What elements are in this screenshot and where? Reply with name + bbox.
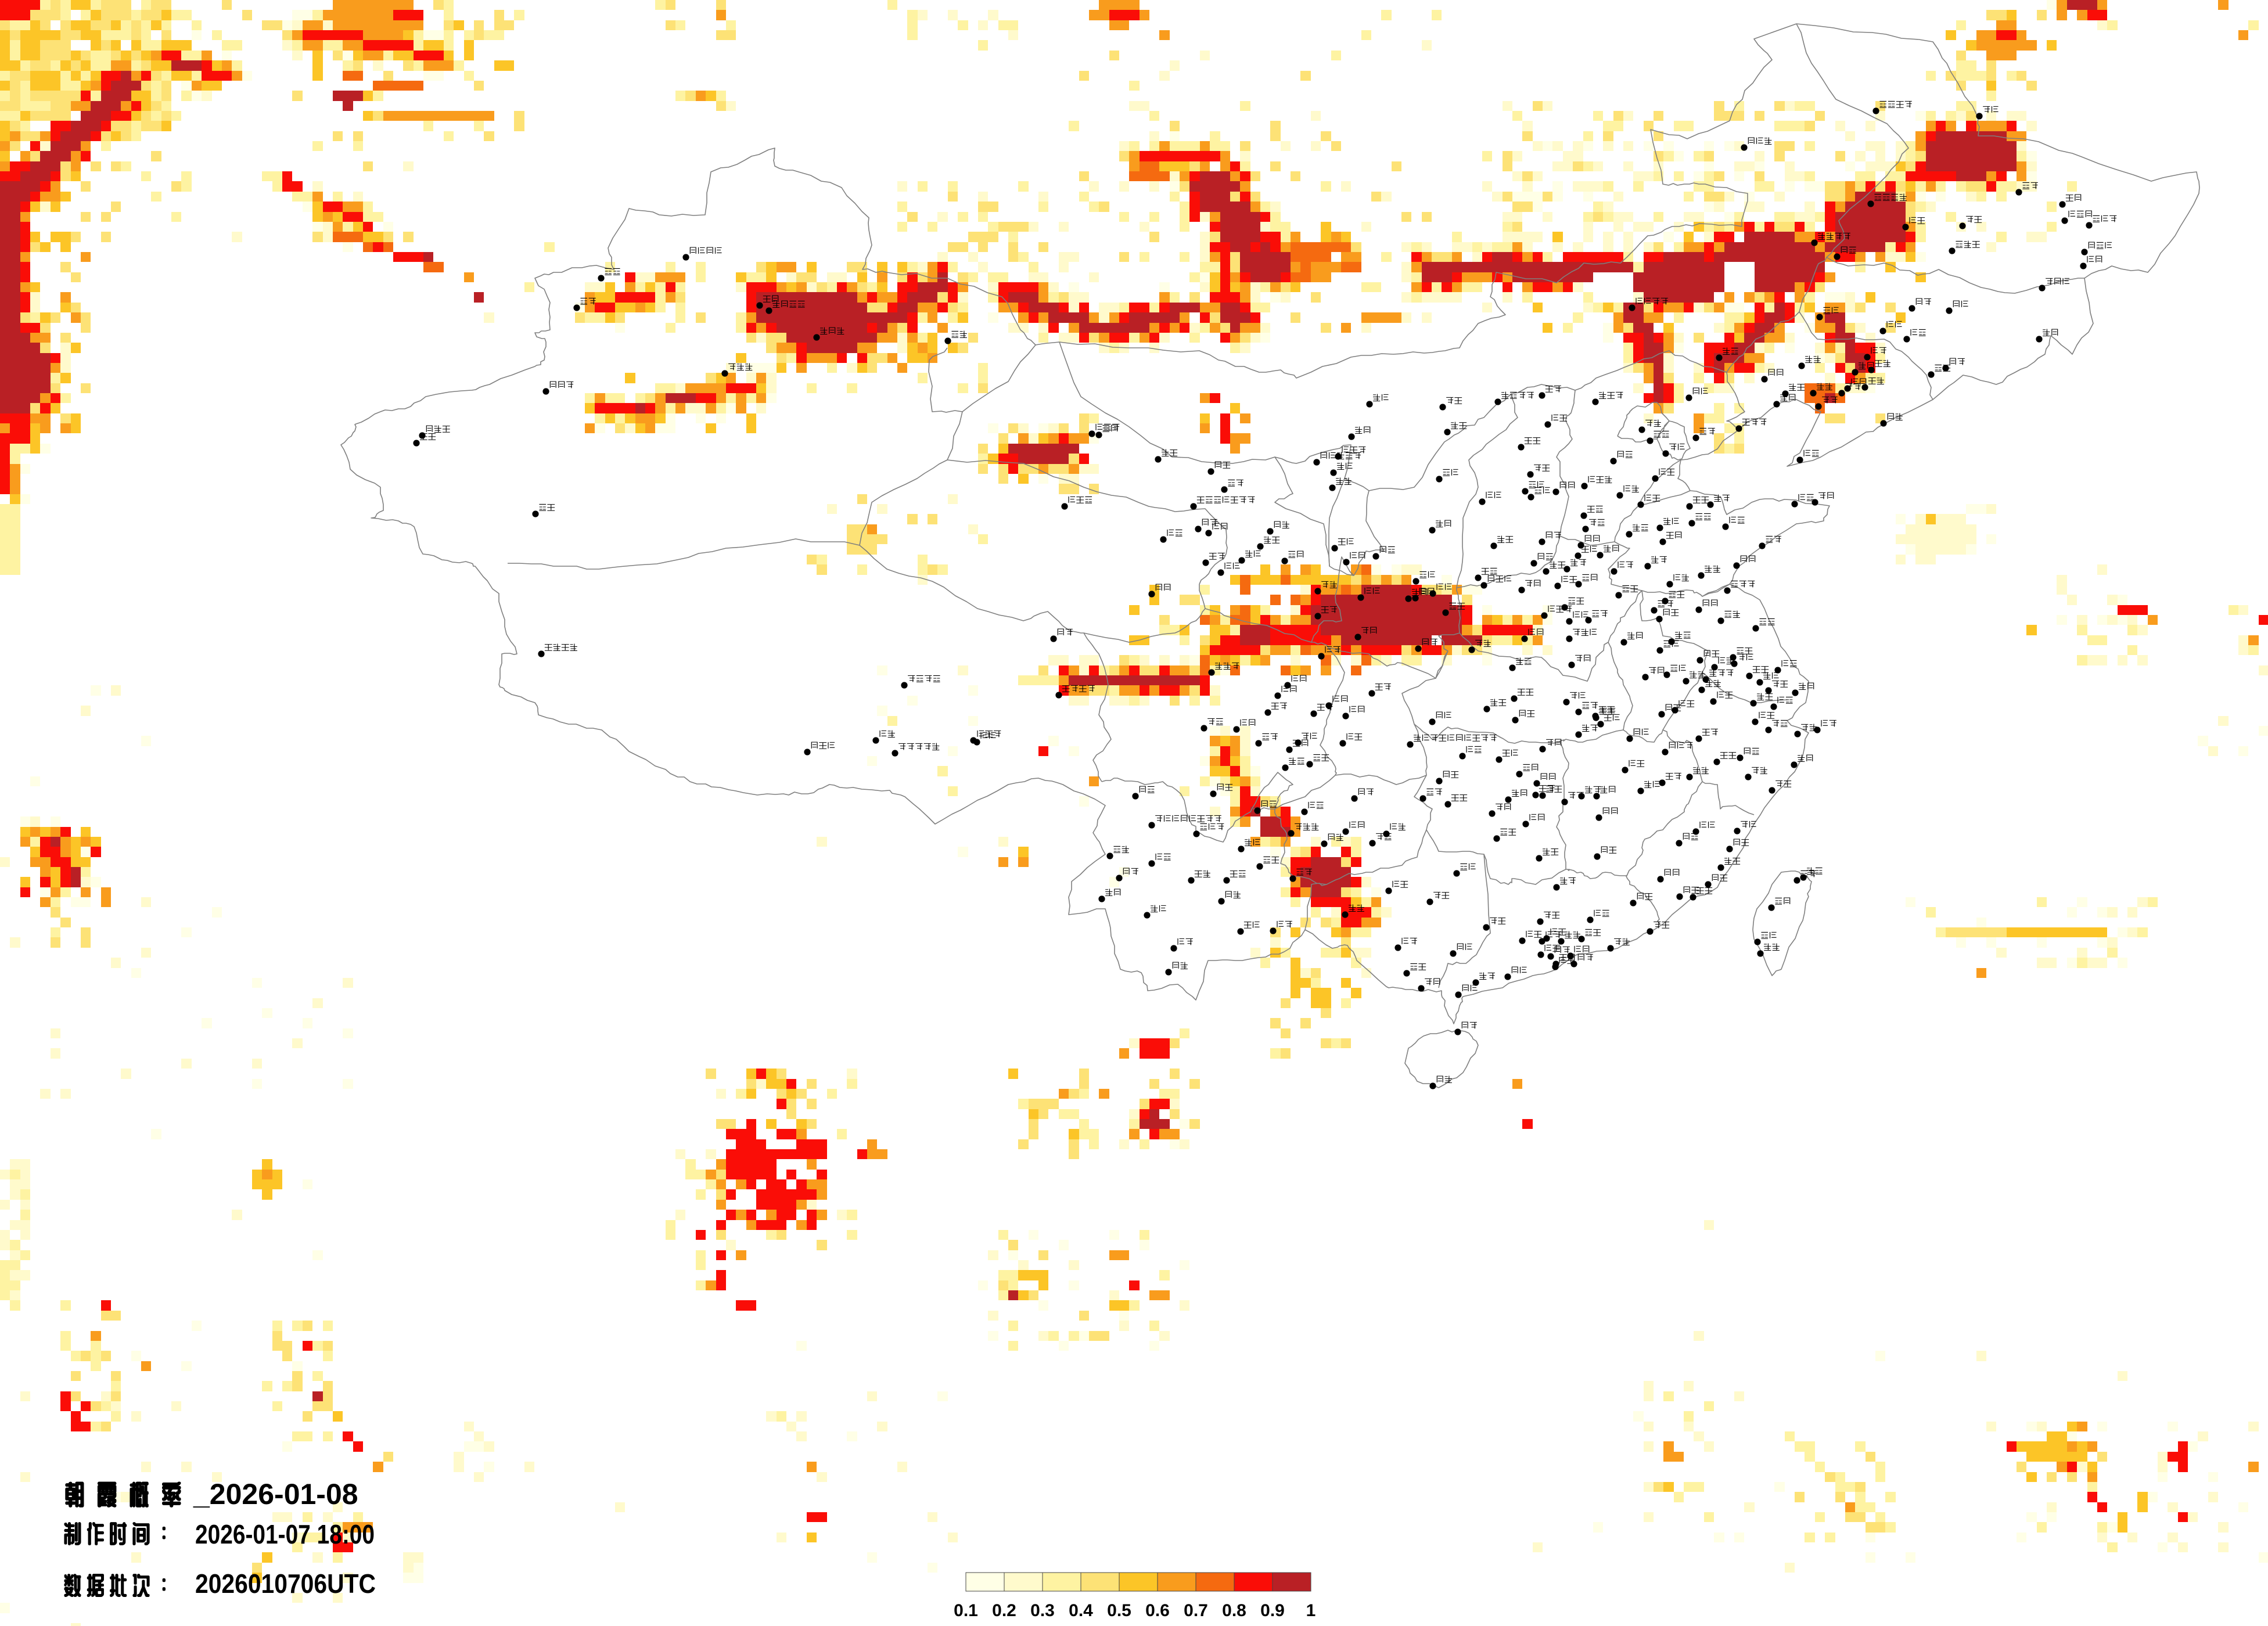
svg-text:0.3: 0.3 <box>1030 1601 1055 1620</box>
svg-text:0.4: 0.4 <box>1069 1601 1093 1620</box>
svg-text:0.6: 0.6 <box>1145 1601 1170 1620</box>
svg-text:0.8: 0.8 <box>1222 1601 1246 1620</box>
svg-text:1: 1 <box>1306 1601 1316 1620</box>
svg-text:2026-01-07 18:00: 2026-01-07 18:00 <box>195 1519 375 1549</box>
svg-text:_2026-01-08: _2026-01-08 <box>193 1478 358 1510</box>
svg-text:0.7: 0.7 <box>1184 1601 1208 1620</box>
svg-text:0.1: 0.1 <box>954 1601 978 1620</box>
svg-text:0.5: 0.5 <box>1107 1601 1131 1620</box>
svg-text:2026010706UTC: 2026010706UTC <box>195 1569 376 1599</box>
svg-text:0.9: 0.9 <box>1260 1601 1285 1620</box>
svg-text:0.2: 0.2 <box>992 1601 1016 1620</box>
